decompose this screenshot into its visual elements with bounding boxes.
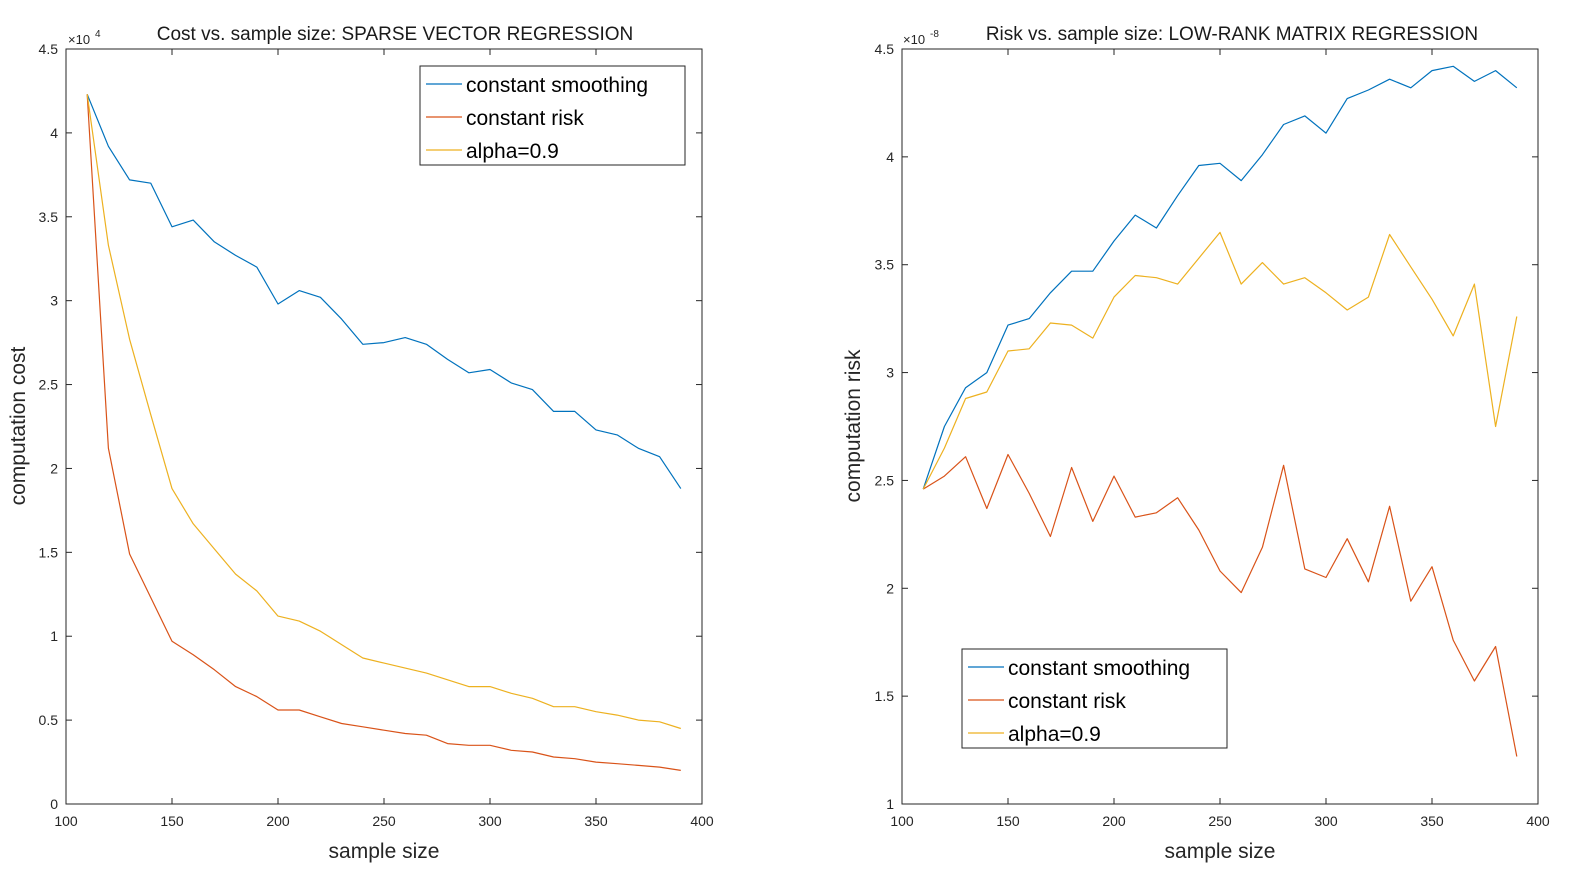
y-tick-label: 1 [50,628,58,644]
legend-label-constant-smoothing: constant smoothing [466,74,648,97]
y-exponent-power: 4 [95,29,101,40]
x-tick-label: 100 [54,813,78,829]
x-tick-label: 150 [160,813,184,829]
y-axis-label: computation risk [842,349,865,502]
y-tick-label: 2.5 [875,472,895,488]
series-line-alpha-0-9 [86,94,681,730]
axis-ticks: 100 150 200 250 300 350 400 1 1.5 2 2.5 3 3.5 4 4.5 [875,41,1550,829]
y-tick-label: 2 [886,580,894,596]
y-tick-label: 1 [886,796,894,812]
x-tick-label: 150 [996,813,1020,829]
x-tick-label: 400 [690,813,714,829]
y-tick-label: 4 [50,125,58,141]
series-line-constant-smoothing [922,65,1518,490]
x-tick-label: 400 [1526,813,1550,829]
series-lines [922,65,1518,757]
x-tick-label: 250 [1208,813,1232,829]
y-tick-label: 2 [50,460,58,476]
x-tick-label: 300 [1314,813,1338,829]
chart-title: Cost vs. sample size: SPARSE VECTOR REGR… [157,24,634,45]
y-tick-label: 3 [886,365,894,381]
legend: constant smoothing constant risk alpha=0… [419,65,686,166]
x-tick-label: 250 [372,813,396,829]
series-line-constant-risk [922,453,1518,757]
y-exponent-base: ×10 [68,32,90,47]
y-tick-label: 0.5 [39,712,59,728]
legend-label-alpha: alpha=0.9 [466,140,559,163]
series-line-constant-smoothing [86,94,682,489]
axis-ticks: 100 150 200 250 300 350 400 0 0.5 1 1.5 2 2.5 3 3.5 4 4.… [39,41,714,829]
y-tick-label: 4.5 [875,41,895,57]
legend-label-constant-smoothing: constant smoothing [1008,657,1190,680]
legend-label-constant-risk: constant risk [466,107,584,130]
x-tick-label: 200 [1102,813,1126,829]
y-tick-label: 0 [50,796,58,812]
y-tick-label: 1.5 [875,688,895,704]
x-tick-label: 100 [890,813,914,829]
series-line-alpha-0-9 [922,231,1518,490]
y-exponent-base: ×10 [903,32,925,47]
chart-cost-sparse-vector: Cost vs. sample size: SPARSE VECTOR REGR… [7,24,714,863]
y-exponent-power: -8 [930,29,939,40]
y-tick-label: 4 [886,149,894,165]
legend-label-alpha: alpha=0.9 [1008,723,1101,746]
x-tick-label: 350 [1420,813,1444,829]
chart-title: Risk vs. sample size: LOW-RANK MATRIX RE… [986,24,1478,45]
y-tick-label: 3 [50,293,58,309]
legend-box [961,648,1228,749]
chart-risk-low-rank-matrix: Risk vs. sample size: LOW-RANK MATRIX RE… [842,24,1550,863]
legend-box [419,65,686,166]
legend-label-constant-risk: constant risk [1008,690,1126,713]
y-tick-label: 3.5 [875,257,895,273]
series-line-constant-risk [86,94,681,771]
x-axis-label: sample size [1165,840,1276,863]
y-tick-label: 3.5 [39,209,59,225]
y-tick-label: 2.5 [39,377,59,393]
y-tick-label: 4.5 [39,41,59,57]
series-lines [86,94,682,771]
y-tick-label: 1.5 [39,544,59,560]
x-tick-label: 300 [478,813,502,829]
legend: constant smoothing constant risk alpha=0… [961,648,1228,749]
x-axis-label: sample size [329,840,440,863]
x-tick-label: 200 [266,813,290,829]
x-tick-label: 350 [584,813,608,829]
y-axis-label: computation cost [7,346,30,505]
